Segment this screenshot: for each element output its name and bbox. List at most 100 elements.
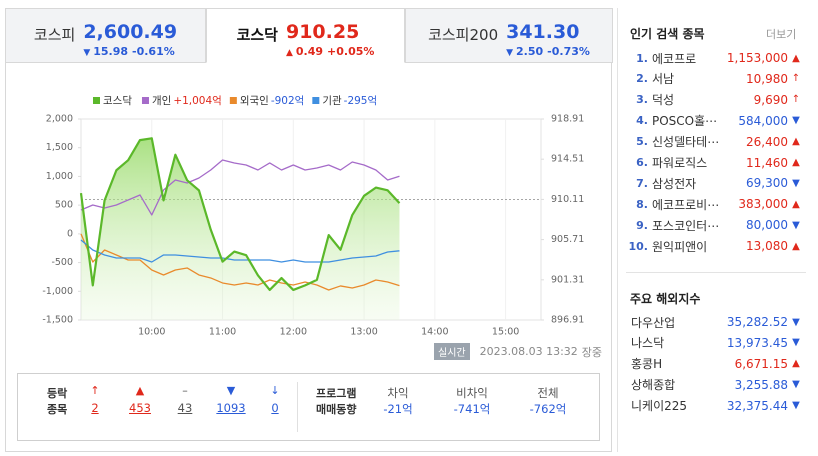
program-title: 프로그램	[316, 387, 357, 400]
popular-row[interactable]: 7. 삼성전자 69,300 ▼	[628, 173, 804, 193]
y-tick-label: -1,500	[42, 315, 73, 326]
legend-swatch	[312, 97, 320, 104]
popular-row[interactable]: 2. 서남 10,980 ↑	[628, 69, 804, 89]
updown-arrow: ▲	[135, 384, 145, 397]
overseas-name: 나스닥	[631, 336, 665, 351]
popular-row[interactable]: 9. 포스코인터⋯ 80,000 ▼	[628, 215, 804, 235]
stock-name: 신성델타테⋯	[652, 135, 720, 150]
updown-arrow: –	[182, 384, 188, 397]
stock-price: 26,400	[746, 134, 788, 149]
overseas-row[interactable]: 니케이225 32,375.44 ▼	[631, 396, 804, 416]
stock-name: 에코프로비⋯	[652, 197, 720, 212]
program-value: -21억	[383, 402, 413, 416]
updown-title: 종목	[47, 403, 68, 416]
popular-row[interactable]: 4. POSCO홀⋯ 584,000 ▼	[628, 111, 804, 131]
stock-arrow: ▼	[792, 115, 800, 127]
overseas-name: 상해종합	[631, 378, 676, 393]
index-change: ▲ 0.49 +0.05%	[286, 45, 374, 58]
rank: 3.	[636, 93, 648, 107]
y2-tick-label: 905.71	[551, 234, 584, 245]
index-change: ▼ 2.50 -0.73%	[506, 45, 590, 58]
market-status: 장중	[581, 345, 603, 359]
stock-arrow: ▲	[792, 198, 800, 210]
stock-name: 서남	[652, 72, 675, 87]
legend-label: 코스닥	[103, 95, 132, 107]
rank: 5.	[636, 135, 648, 149]
legend-label: 개인	[152, 95, 171, 107]
legend-swatch	[93, 97, 100, 104]
right-divider	[617, 8, 618, 452]
overseas-row[interactable]: 다우산업 35,282.52 ▼	[631, 312, 804, 332]
x-tick-label: 10:00	[138, 327, 165, 338]
stock-arrow: ▲	[792, 52, 800, 64]
overseas-value: 13,973.45	[726, 335, 788, 350]
change-rate: +0.05%	[327, 45, 375, 58]
updown-count[interactable]: 1093	[216, 401, 246, 415]
rank: 9.	[636, 218, 648, 232]
program-title: 매매동향	[316, 403, 357, 416]
updown-count[interactable]: 43	[177, 401, 193, 415]
legend-swatch	[141, 97, 149, 104]
popular-row[interactable]: 5. 신성델타테⋯ 26,400 ▲	[628, 132, 804, 152]
index-tab[interactable]: 코스닥 910.25 ▲ 0.49 +0.05%	[206, 8, 405, 63]
overseas-row[interactable]: 홍콩H 6,671.15 ▲	[631, 354, 804, 374]
change-value: 2.50	[516, 45, 544, 58]
legend-swatch	[229, 97, 237, 104]
stock-name: 포스코인터⋯	[652, 218, 720, 233]
overseas-value: 32,375.44	[726, 398, 788, 413]
area-0	[81, 138, 400, 320]
popular-row[interactable]: 10. 원익피앤이 13,080 ▲	[628, 236, 804, 256]
rank: 4.	[636, 114, 648, 128]
overseas-title: 주요 해외지수	[630, 292, 701, 306]
change-rate: -0.61%	[132, 45, 175, 58]
index-value: 2,600.49	[83, 21, 178, 43]
stock-price: 69,300	[746, 176, 788, 191]
index-value: 341.30	[506, 21, 580, 43]
popular-row[interactable]: 3. 덕성 9,690 ↑	[628, 90, 804, 110]
program-value: -741억	[453, 402, 491, 416]
y2-tick-label: 910.11	[551, 194, 584, 205]
x-tick-label: 11:00	[209, 327, 236, 338]
y-tick-label: 1,000	[46, 171, 73, 182]
rank: 8.	[636, 197, 648, 211]
overseas-value: 3,255.88	[734, 377, 788, 392]
y-tick-label: -500	[51, 257, 73, 268]
overseas-row[interactable]: 상해종합 3,255.88 ▼	[631, 375, 804, 395]
x-tick-label: 13:00	[350, 327, 377, 338]
line-2	[80, 233, 400, 291]
stock-price: 13,080	[746, 239, 788, 254]
overseas-divider	[626, 272, 806, 273]
stats-divider	[297, 382, 298, 432]
index-name: 코스피	[33, 26, 76, 44]
rank: 6.	[636, 156, 648, 169]
stats-box	[17, 373, 600, 441]
y2-tick-label: 901.31	[551, 274, 584, 285]
popular-row[interactable]: 6. 파워로직스 11,460 ▲	[628, 153, 804, 173]
overseas-name: 니케이225	[631, 399, 688, 414]
change-rate: -0.73%	[547, 45, 590, 58]
line-0	[79, 137, 401, 292]
updown-count[interactable]: 453	[129, 401, 151, 415]
popular-title: 인기 검색 종목	[630, 27, 705, 41]
realtime-badge: 실시간	[434, 343, 470, 360]
y-tick-label: 0	[67, 228, 73, 239]
stock-arrow: ▲	[792, 136, 800, 148]
index-tab[interactable]: 코스피 2,600.49 ▼ 15.98 -0.61%	[5, 8, 206, 63]
index-block: 910.25 ▲ 0.49 +0.05%	[286, 21, 374, 58]
updown-count[interactable]: 2	[91, 401, 99, 415]
popular-row[interactable]: 8. 에코프로비⋯ 383,000 ▲	[628, 194, 804, 214]
index-block: 341.30 ▼ 2.50 -0.73%	[506, 21, 590, 58]
stock-name: 삼성전자	[652, 176, 697, 191]
index-tab[interactable]: 코스피200 341.30 ▼ 2.50 -0.73%	[405, 8, 613, 63]
updown-count[interactable]: 0	[271, 401, 279, 415]
more-link[interactable]: 더보기	[766, 28, 797, 41]
overseas-arrow: ▼	[792, 337, 800, 349]
legend-value: -902억	[271, 95, 305, 107]
y-tick-label: -1,000	[42, 286, 73, 297]
index-name: 코스닥	[236, 26, 278, 44]
chart: 10:00 11:00 12:00 13:00 14:00 15:00 2,000 1,500…	[42, 95, 584, 338]
index-name: 코스피200	[428, 26, 499, 44]
overseas-row[interactable]: 나스닥 13,973.45 ▼	[631, 333, 804, 353]
change-arrow: ▲	[285, 48, 293, 58]
popular-row[interactable]: 1. 에코프로 1,153,000 ▲	[628, 48, 804, 68]
